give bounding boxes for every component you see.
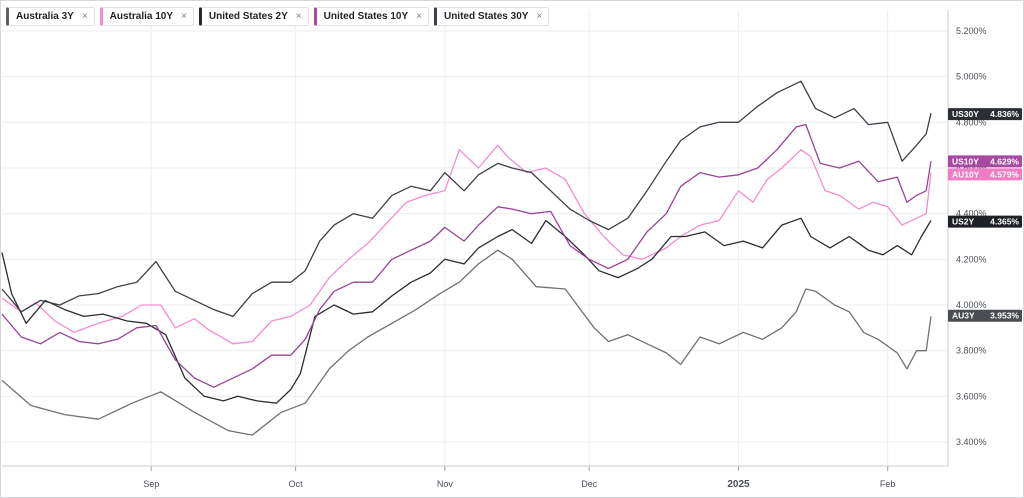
close-icon[interactable]: × bbox=[416, 11, 422, 22]
x-axis: Sep Oct Nov Dec 2025 Feb bbox=[2, 465, 948, 490]
series-line-au3y bbox=[1, 249, 932, 436]
tag-us10y: US10Y 4.629% bbox=[948, 155, 1022, 168]
tag-background bbox=[948, 309, 1022, 322]
tag-name: US2Y bbox=[952, 217, 975, 227]
legend: Australia 3Y × Australia 10Y × United St… bbox=[6, 7, 550, 26]
legend-chip-australia-3y[interactable]: Australia 3Y × bbox=[6, 7, 95, 26]
last-value-tags: US30Y 4.836% US10Y 4.629% AU10Y 4.579% US2Y 4.3… bbox=[948, 108, 1022, 322]
tag-us30y: US30Y 4.836% bbox=[948, 108, 1022, 121]
tag-background bbox=[948, 215, 1022, 228]
y-tick-label: 4.200% bbox=[956, 254, 987, 264]
legend-chip-united-states-2y[interactable]: United States 2Y × bbox=[198, 7, 309, 26]
tag-background bbox=[948, 168, 1022, 181]
tag-background bbox=[948, 155, 1022, 168]
x-tick-label: 2025 bbox=[727, 479, 750, 490]
legend-chip-united-states-10y[interactable]: United States 10Y × bbox=[313, 7, 429, 26]
tag-au10y: AU10Y 4.579% bbox=[948, 168, 1022, 181]
close-icon[interactable]: × bbox=[81, 11, 88, 22]
y-tick-label: 4.800% bbox=[956, 117, 987, 127]
legend-label: Australia 3Y bbox=[16, 11, 74, 22]
y-tick-label: 5.000% bbox=[956, 72, 987, 82]
legend-label: United States 2Y bbox=[208, 11, 288, 22]
x-tick-label: Dec bbox=[581, 479, 598, 489]
tag-value: 4.836% bbox=[990, 109, 1019, 119]
y-tick-label: 5.200% bbox=[956, 26, 987, 36]
tag-name: US30Y bbox=[952, 109, 979, 119]
tag-name: US10Y bbox=[952, 156, 979, 166]
tag-us2y: US2Y 4.365% bbox=[948, 215, 1022, 228]
legend-chip-united-states-30y[interactable]: United States 30Y × bbox=[433, 7, 550, 26]
legend-chip-australia-10y[interactable]: Australia 10Y × bbox=[99, 7, 194, 26]
close-icon[interactable]: × bbox=[181, 11, 187, 22]
tag-value: 4.365% bbox=[990, 217, 1019, 227]
y-tick-label: 4.600% bbox=[956, 163, 987, 173]
tag-value: 4.579% bbox=[990, 169, 1019, 179]
close-icon[interactable]: × bbox=[295, 11, 302, 22]
legend-label: United States 10Y bbox=[323, 11, 409, 22]
x-tick-label: Nov bbox=[437, 479, 454, 489]
x-tick-label: Feb bbox=[880, 479, 896, 489]
y-axis: 3.400% 3.600% 3.800% 4.000% 4.200% 4.400% 4.60… bbox=[947, 10, 987, 466]
tag-value: 3.953% bbox=[990, 311, 1019, 321]
series-line-au10y bbox=[1, 144, 932, 345]
y-tick-label: 4.000% bbox=[956, 300, 987, 310]
x-tick-label: Oct bbox=[289, 479, 304, 489]
x-tick-label: Sep bbox=[143, 479, 159, 489]
tag-background bbox=[948, 108, 1022, 121]
grid bbox=[2, 10, 948, 466]
series-line-us2y bbox=[1, 217, 932, 404]
y-tick-label: 3.400% bbox=[956, 437, 987, 447]
tag-name: AU3Y bbox=[952, 311, 975, 321]
legend-label: United States 30Y bbox=[443, 11, 529, 22]
y-tick-label: 4.400% bbox=[956, 209, 987, 219]
series-line-us10y bbox=[1, 123, 932, 388]
tag-au3y: AU3Y 3.953% bbox=[948, 309, 1022, 322]
y-tick-label: 3.600% bbox=[956, 391, 987, 401]
y-tick-label: 3.800% bbox=[956, 346, 987, 356]
tag-name: AU10Y bbox=[952, 169, 980, 179]
series-lines bbox=[1, 80, 932, 436]
legend-label: Australia 10Y bbox=[109, 11, 174, 22]
series-line-us30y bbox=[1, 80, 932, 318]
tag-value: 4.629% bbox=[990, 156, 1019, 166]
close-icon[interactable]: × bbox=[536, 11, 543, 22]
